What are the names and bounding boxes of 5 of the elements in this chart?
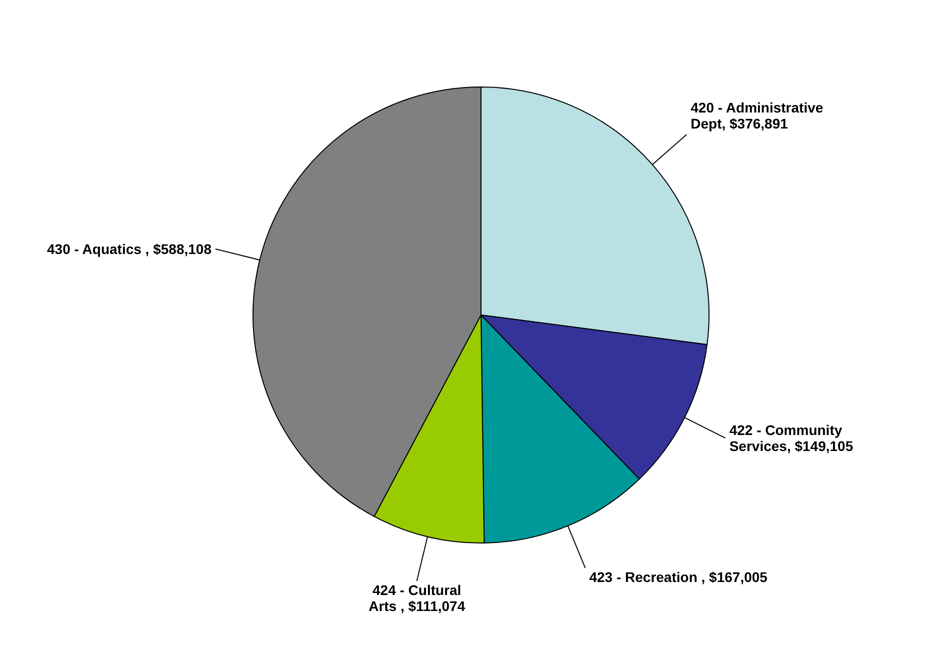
- slice-label: 430 - Aquatics , $588,108: [47, 240, 212, 257]
- slice-label: 420 - Administrative Dept, $376,891: [690, 100, 824, 132]
- slice-label: 423 - Recreation , $167,005: [589, 568, 768, 585]
- slice-label: 424 - Cultural Arts , $111,074: [368, 582, 466, 614]
- slice-label: 422 - Community Services, $149,105: [729, 422, 854, 454]
